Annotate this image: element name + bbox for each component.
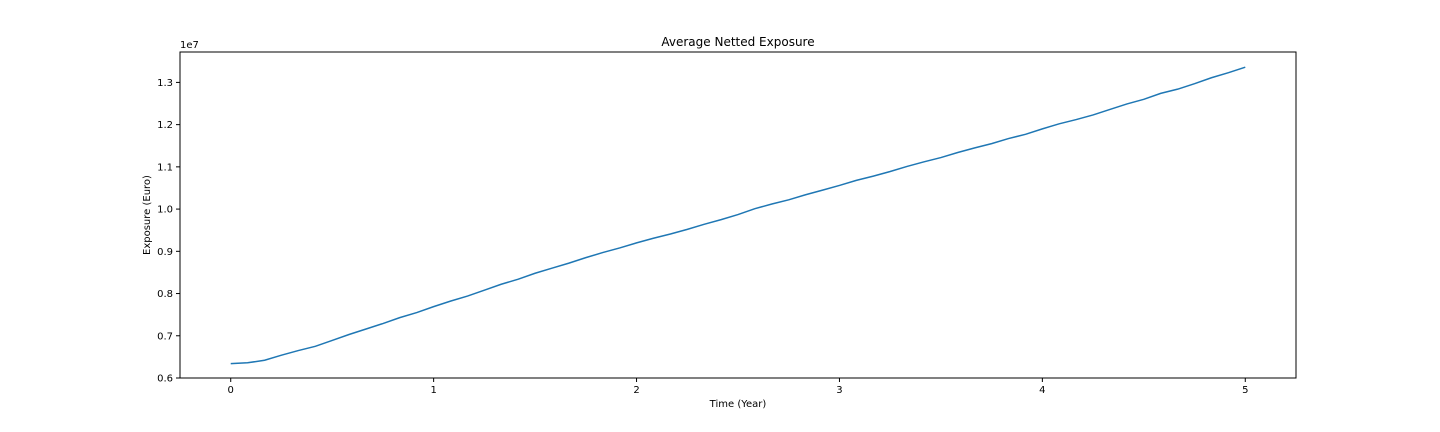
x-tick-label: 2 bbox=[633, 385, 639, 396]
y-tick-label: 1.3 bbox=[157, 78, 173, 89]
x-tick-label: 0 bbox=[228, 385, 234, 396]
y-tick-label: 1.0 bbox=[157, 205, 173, 216]
y-tick-label: 0.9 bbox=[157, 247, 173, 258]
x-tick-label: 1 bbox=[430, 385, 436, 396]
y-tick-label: 0.8 bbox=[157, 289, 173, 300]
y-tick-label: 1.2 bbox=[157, 120, 173, 131]
x-tick-label: 5 bbox=[1242, 385, 1248, 396]
y-tick-label: 0.6 bbox=[157, 374, 173, 385]
y-tick-label: 0.7 bbox=[157, 331, 173, 342]
y-axis-ticks: 0.6 0.7 0.8 0.9 1.0 1.1 1.2 1.3 bbox=[157, 78, 180, 385]
y-tick-label: 1.1 bbox=[157, 162, 173, 173]
chart-title: Average Netted Exposure bbox=[661, 35, 814, 49]
x-tick-label: 4 bbox=[1039, 385, 1045, 396]
plot-area-frame bbox=[179, 51, 1297, 379]
series-line-average-exposure bbox=[230, 66, 1246, 365]
y-axis-offset-text: 1e7 bbox=[180, 40, 199, 51]
x-axis-label: Time (Year) bbox=[709, 399, 767, 410]
x-tick-label: 3 bbox=[836, 385, 842, 396]
y-axis-label: Exposure (Euro) bbox=[142, 175, 153, 255]
x-axis-ticks: 0 1 2 3 4 5 bbox=[228, 378, 1248, 396]
